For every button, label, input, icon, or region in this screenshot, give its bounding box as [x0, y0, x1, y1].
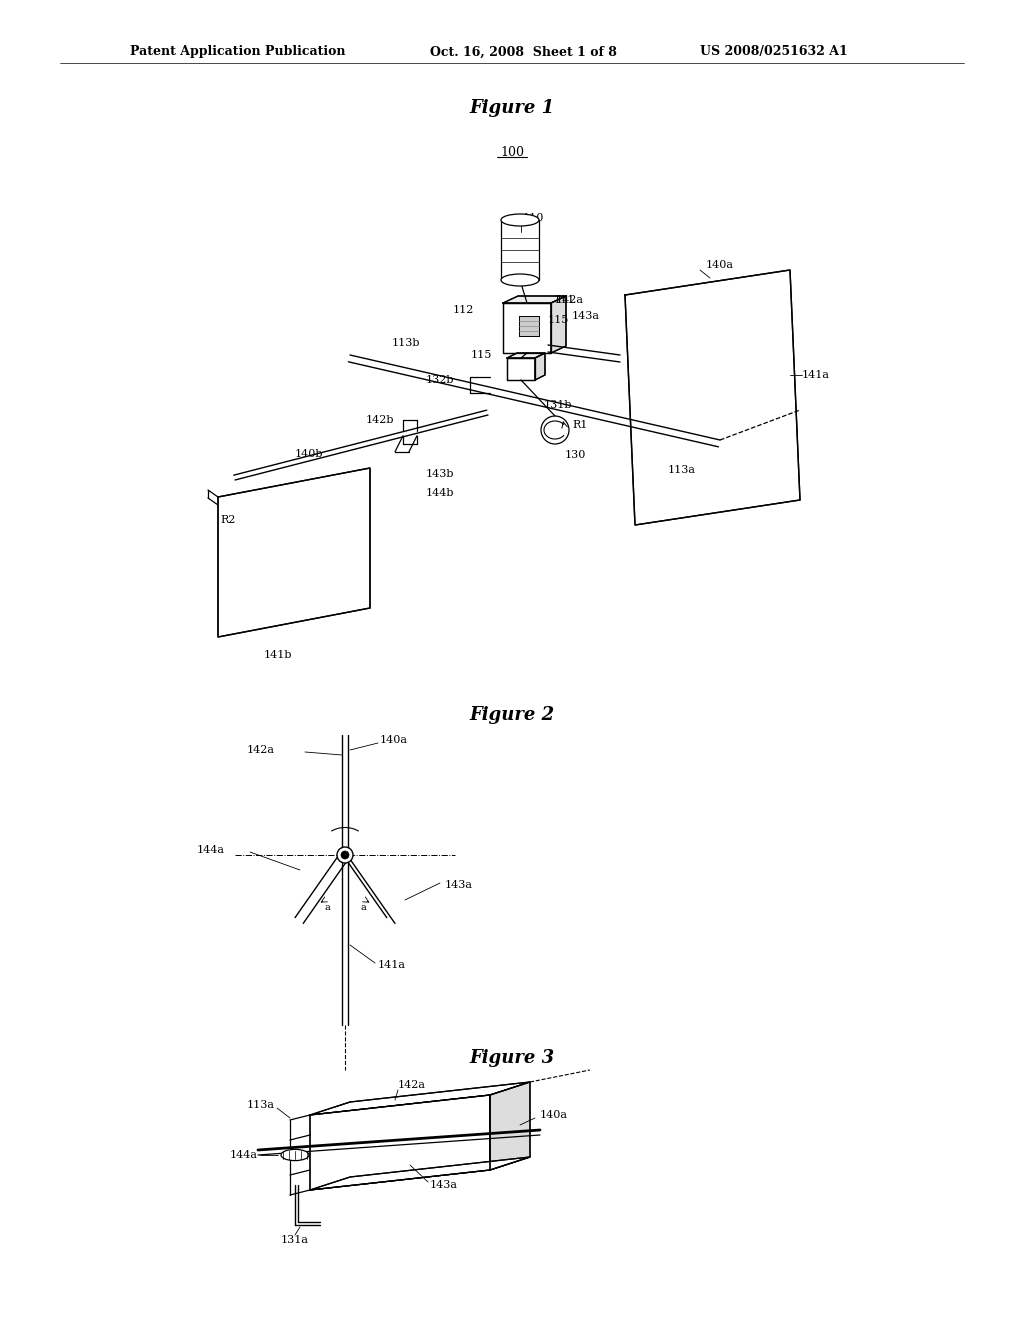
Polygon shape: [551, 296, 566, 352]
Text: 143a: 143a: [445, 880, 473, 890]
Text: 141a: 141a: [802, 370, 830, 380]
Polygon shape: [310, 1158, 530, 1191]
Text: 140a: 140a: [540, 1110, 568, 1119]
Text: 144a: 144a: [230, 1150, 258, 1160]
Polygon shape: [490, 1082, 530, 1170]
Text: 131b: 131b: [544, 400, 572, 411]
Polygon shape: [507, 352, 545, 358]
Polygon shape: [519, 315, 539, 337]
Text: 140a: 140a: [706, 260, 734, 271]
Polygon shape: [625, 271, 800, 525]
Circle shape: [341, 851, 349, 859]
Polygon shape: [503, 296, 566, 304]
Polygon shape: [310, 1096, 490, 1191]
Text: 141b: 141b: [264, 649, 292, 660]
Ellipse shape: [501, 214, 539, 226]
Text: 141a: 141a: [378, 960, 406, 970]
Text: 113a: 113a: [668, 465, 696, 475]
Ellipse shape: [281, 1150, 309, 1160]
Polygon shape: [535, 352, 545, 380]
Text: 144a: 144a: [197, 845, 225, 855]
Polygon shape: [503, 304, 551, 352]
Text: 132b: 132b: [426, 375, 454, 385]
Text: 143a: 143a: [572, 312, 600, 321]
Text: 115: 115: [471, 350, 492, 360]
Polygon shape: [218, 469, 370, 638]
Text: R2: R2: [220, 515, 236, 525]
Circle shape: [337, 847, 353, 863]
Text: 100: 100: [500, 147, 524, 160]
Text: a: a: [325, 903, 330, 912]
Text: 142a: 142a: [247, 744, 275, 755]
Polygon shape: [507, 358, 535, 380]
Text: 140a: 140a: [380, 735, 408, 744]
Text: a: a: [360, 903, 366, 912]
Text: 131a: 131a: [281, 1236, 309, 1245]
Text: Oct. 16, 2008  Sheet 1 of 8: Oct. 16, 2008 Sheet 1 of 8: [430, 45, 616, 58]
Ellipse shape: [501, 275, 539, 286]
Text: Patent Application Publication: Patent Application Publication: [130, 45, 345, 58]
Text: 113a: 113a: [247, 1100, 275, 1110]
Text: 113b: 113b: [392, 338, 421, 348]
Text: 142b: 142b: [366, 414, 394, 425]
Text: 143a: 143a: [430, 1180, 458, 1191]
Text: US 2008/0251632 A1: US 2008/0251632 A1: [700, 45, 848, 58]
Text: 110: 110: [523, 213, 545, 223]
Text: R1: R1: [572, 420, 588, 430]
Text: 112: 112: [453, 305, 474, 315]
Text: Figure 1: Figure 1: [469, 99, 555, 117]
Text: 142a: 142a: [398, 1080, 426, 1090]
Text: 144b: 144b: [426, 488, 455, 498]
Text: 130: 130: [565, 450, 587, 459]
Text: Figure 2: Figure 2: [469, 706, 555, 723]
Text: 111: 111: [554, 294, 575, 305]
Text: 115: 115: [548, 315, 569, 325]
Text: 143b: 143b: [426, 469, 455, 479]
Text: 142a: 142a: [556, 294, 584, 305]
Text: 140b: 140b: [295, 449, 324, 459]
Polygon shape: [310, 1082, 530, 1115]
Text: Figure 3: Figure 3: [469, 1049, 555, 1067]
